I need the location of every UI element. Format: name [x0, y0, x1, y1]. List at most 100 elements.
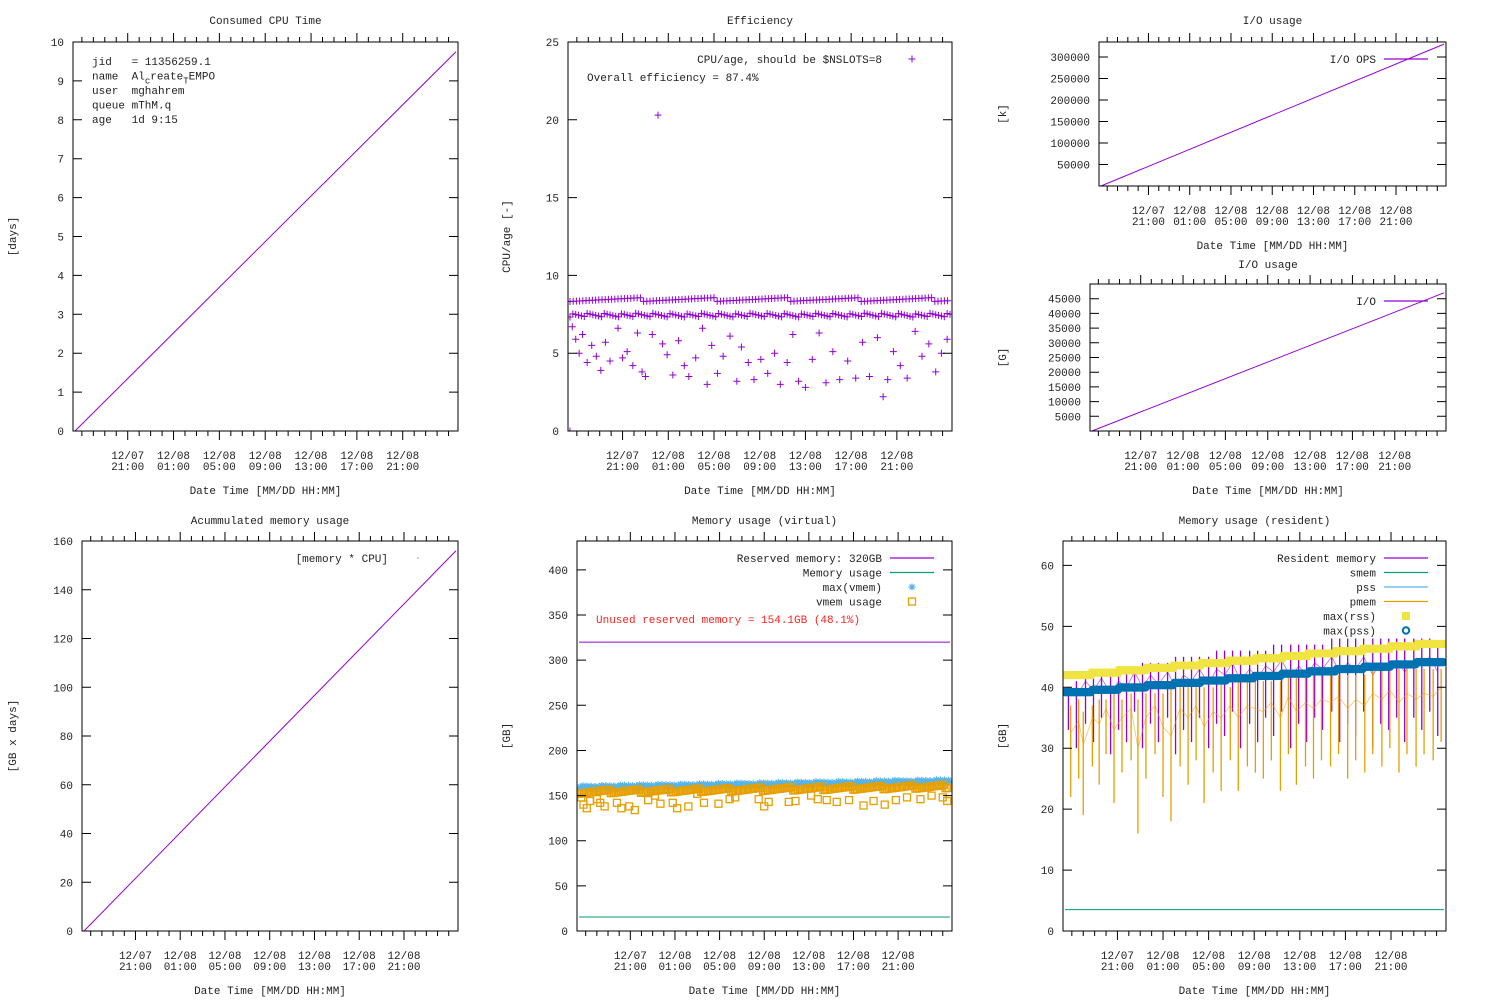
x-tick-label-date: 12/08 — [387, 951, 420, 963]
data-point — [655, 311, 663, 319]
data-point — [729, 313, 737, 321]
chart-title: Memory usage (virtual) — [692, 516, 837, 528]
data-point — [903, 374, 911, 382]
y-tick-label: 0 — [57, 427, 64, 439]
x-tick-label-time: 09:00 — [1238, 962, 1271, 974]
y-tick-label: 300000 — [1050, 53, 1090, 65]
data-point — [619, 354, 627, 362]
data-point — [813, 795, 822, 804]
legend-marker-sample — [417, 557, 419, 559]
data-point — [626, 312, 634, 320]
data-point — [906, 312, 914, 320]
data-point — [583, 359, 591, 367]
x-tick-label-time: 13:00 — [792, 962, 825, 974]
data-point — [823, 781, 831, 789]
data-point — [656, 799, 665, 808]
data-point — [630, 805, 639, 815]
data-point — [943, 310, 951, 318]
data-point — [650, 791, 660, 800]
x-tick-label-date: 12/08 — [1378, 451, 1411, 463]
data-point — [665, 783, 673, 791]
data-point — [801, 383, 809, 391]
data-point — [791, 796, 800, 806]
data-point — [675, 312, 683, 320]
y-tick-label: 140 — [53, 586, 73, 598]
data-point — [706, 311, 714, 319]
x-tick-label-date: 12/07 — [1132, 206, 1165, 218]
legend-entry: smem — [1350, 569, 1428, 581]
x-tick-label-time: 05:00 — [1209, 462, 1242, 474]
data-point — [900, 311, 908, 319]
series-scatter — [568, 111, 951, 431]
x-tick-label-time: 21:00 — [1380, 217, 1413, 229]
data-point — [764, 797, 773, 807]
x-tick-label-date: 12/08 — [835, 451, 868, 463]
x-tick-label-date: 12/08 — [1374, 951, 1407, 963]
x-tick-label-date: 12/07 — [606, 451, 639, 463]
job-info-line: name AlcreateTEMPO — [92, 72, 215, 87]
chart-io: I/O usage Date Time [MM/DD HH:MM] [G] 5000 1… — [998, 260, 1447, 498]
data-point — [675, 337, 683, 345]
series-line-io — [1091, 292, 1445, 431]
y-tick-label: 50000 — [1057, 161, 1090, 173]
data-point — [715, 310, 723, 318]
legend-entry: [memory * CPU] — [296, 554, 419, 566]
series-memory-cpu — [83, 550, 457, 931]
data-point — [604, 784, 612, 792]
y-axis-label: [GB] — [502, 723, 514, 749]
data-point — [597, 313, 605, 321]
y-tick-label: 0 — [1047, 927, 1054, 939]
x-tick-label-time: 13:00 — [295, 462, 328, 474]
x-tick-label-time: 17:00 — [835, 462, 868, 474]
data-point — [946, 310, 952, 318]
data-point — [769, 311, 777, 319]
data-point — [840, 312, 848, 320]
data-point — [675, 782, 683, 790]
legend-marker-sample — [908, 55, 916, 63]
data-point — [852, 374, 860, 382]
y-axis-label: [days] — [8, 217, 20, 257]
data-point — [925, 340, 933, 348]
data-point — [806, 312, 814, 320]
data-point — [879, 779, 887, 787]
data-point — [777, 313, 785, 321]
job-info-line: user mghahrem — [92, 86, 185, 98]
x-tick-label-time: 01:00 — [1147, 962, 1180, 974]
job-info-text: reate — [150, 72, 183, 84]
legend-label: I/O — [1356, 297, 1376, 309]
data-point — [642, 783, 650, 791]
data-point — [589, 311, 597, 319]
y-tick-label: 40 — [1041, 683, 1054, 695]
data-point — [819, 780, 827, 788]
y-tick-label: 80 — [60, 732, 73, 744]
data-point — [766, 310, 774, 318]
x-tick-label-date: 12/07 — [119, 951, 152, 963]
data-point — [916, 779, 924, 787]
data-point — [800, 310, 808, 318]
legend-marker-sample — [908, 583, 916, 591]
data-point — [641, 373, 649, 381]
data-point — [635, 310, 643, 318]
data-point — [889, 348, 897, 356]
data-point — [720, 311, 728, 319]
data-point — [749, 310, 757, 318]
data-point — [726, 312, 734, 320]
data-point — [732, 310, 740, 318]
data-point — [692, 312, 700, 320]
x-tick-label-date: 12/08 — [203, 451, 236, 463]
series-max-pss — [1063, 657, 1446, 697]
y-tick-label: 2 — [57, 349, 64, 361]
x-tick-label-date: 12/08 — [652, 451, 685, 463]
data-point — [703, 311, 711, 319]
data-point — [575, 311, 583, 319]
data-point — [726, 332, 734, 340]
x-tick-label-date: 12/08 — [295, 451, 328, 463]
x-tick-label-date: 12/08 — [1294, 451, 1327, 463]
data-point — [633, 329, 641, 337]
x-tick-label-date: 12/08 — [249, 451, 282, 463]
data-point — [820, 311, 828, 319]
legend-marker-sample — [907, 597, 917, 606]
data-point — [943, 796, 952, 806]
data-point — [795, 377, 803, 385]
